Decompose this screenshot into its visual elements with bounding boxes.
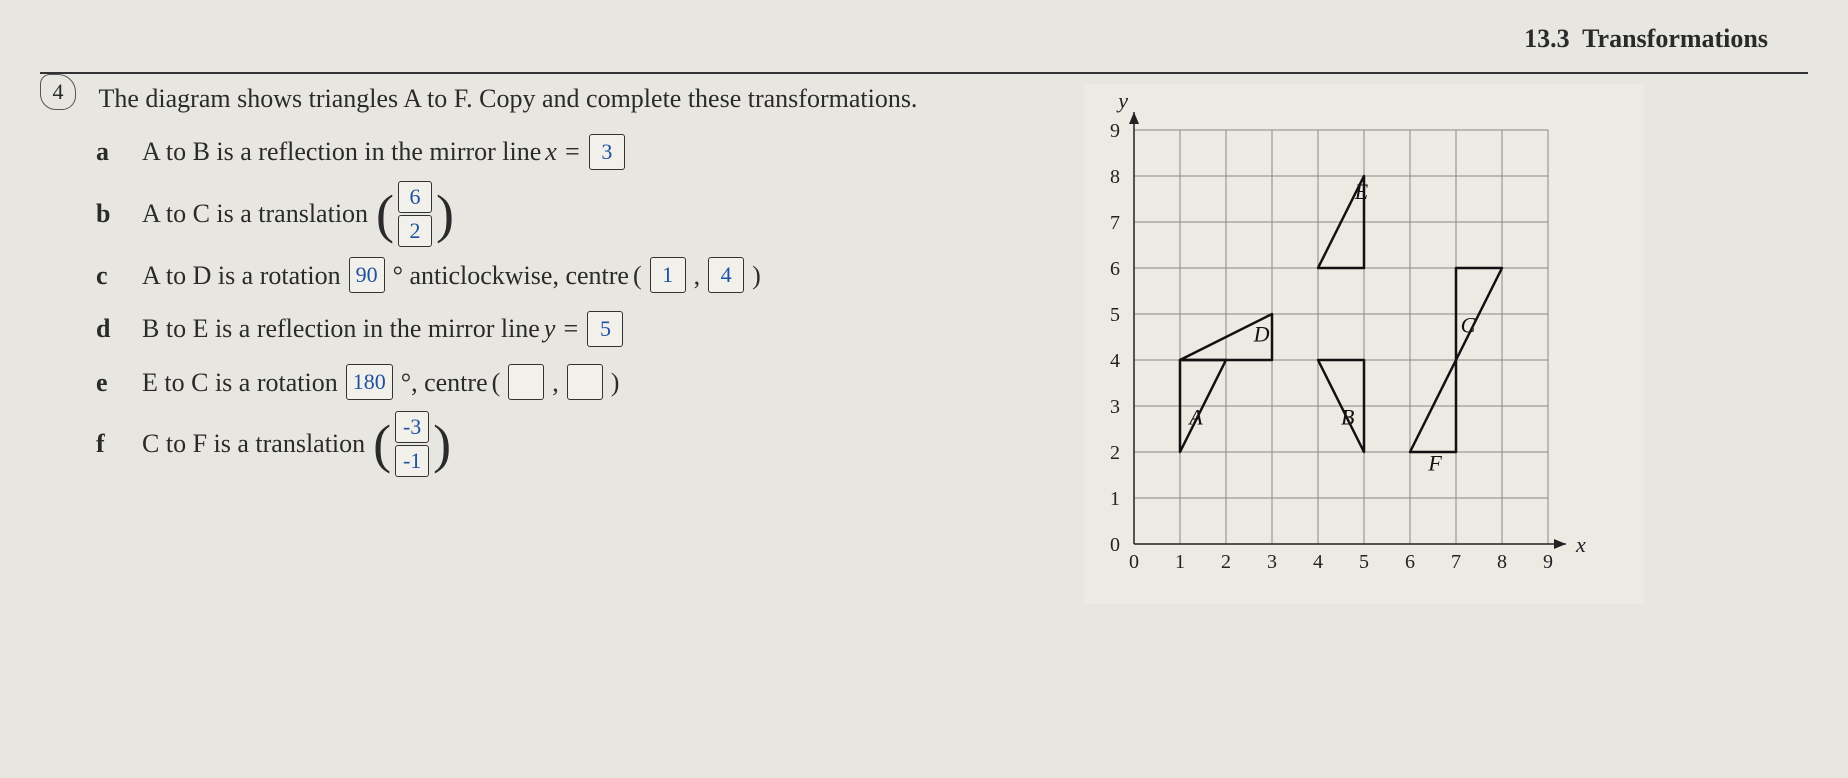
centre-y[interactable] [567, 364, 603, 400]
section-title: Transformations [1582, 24, 1768, 53]
diagram: 01234567890123456789xyABDECF [1084, 74, 1808, 609]
svg-text:4: 4 [1313, 551, 1323, 573]
svg-text:0: 0 [1110, 534, 1120, 556]
centre-x[interactable]: 1 [650, 257, 686, 293]
part-a: a A to B is a reflection in the mirror l… [96, 127, 1054, 176]
svg-text:1: 1 [1110, 488, 1120, 510]
vector-top[interactable]: -3 [395, 411, 429, 443]
part-label: e [96, 358, 142, 407]
part-b: b A to C is a translation ( 6 2 ) [96, 181, 1054, 247]
parts-list: a A to B is a reflection in the mirror l… [96, 127, 1054, 477]
svg-text:2: 2 [1110, 442, 1120, 464]
part-label: b [96, 189, 142, 238]
vector-bottom[interactable]: -1 [395, 445, 429, 477]
part-d: d B to E is a reflection in the mirror l… [96, 304, 1054, 353]
part-c: c A to D is a rotation 90 ° anticlockwis… [96, 251, 1054, 300]
svg-text:4: 4 [1110, 350, 1120, 372]
question-text: 4 The diagram shows triangles A to F. Co… [40, 74, 1054, 609]
part-text: ° anticlockwise, centre [393, 251, 629, 300]
answer-box[interactable]: 3 [589, 134, 625, 170]
svg-text:7: 7 [1110, 212, 1120, 234]
svg-text:2: 2 [1221, 551, 1231, 573]
vector-bottom[interactable]: 2 [398, 215, 432, 247]
part-label: d [96, 304, 142, 353]
part-label: c [96, 251, 142, 300]
svg-text:1: 1 [1175, 551, 1185, 573]
part-text: °, centre [401, 358, 488, 407]
centre-y[interactable]: 4 [708, 257, 744, 293]
variable: y = [544, 304, 580, 353]
svg-text:y: y [1116, 88, 1128, 113]
answer-box[interactable]: 5 [587, 311, 623, 347]
variable: x = [545, 127, 581, 176]
svg-text:6: 6 [1405, 551, 1415, 573]
part-e: e E to C is a rotation 180 °, centre ( ,… [96, 358, 1054, 407]
answer-box[interactable]: 90 [349, 257, 385, 293]
vector: ( -3 -1 ) [373, 411, 451, 477]
svg-text:3: 3 [1110, 396, 1120, 418]
svg-text:5: 5 [1359, 551, 1369, 573]
question-intro: The diagram shows triangles A to F. Copy… [99, 74, 918, 123]
svg-text:5: 5 [1110, 304, 1120, 326]
part-text: C to F is a translation [142, 419, 365, 468]
part-f: f C to F is a translation ( -3 -1 ) [96, 411, 1054, 477]
svg-text:8: 8 [1110, 166, 1120, 188]
svg-text:D: D [1252, 322, 1269, 347]
part-text: A to D is a rotation [142, 251, 341, 300]
question-number: 4 [40, 74, 76, 110]
part-text: A to C is a translation [142, 189, 368, 238]
part-label: f [96, 419, 142, 468]
part-text: B to E is a reflection in the mirror lin… [142, 304, 540, 353]
svg-text:0: 0 [1129, 551, 1139, 573]
content: 4 The diagram shows triangles A to F. Co… [40, 74, 1808, 609]
section-number: 13.3 [1524, 24, 1570, 53]
coordinate-grid: 01234567890123456789xyABDECF [1084, 84, 1644, 604]
part-label: a [96, 127, 142, 176]
section-header: 13.3 Transformations [40, 20, 1808, 64]
svg-text:8: 8 [1497, 551, 1507, 573]
svg-text:x: x [1575, 532, 1586, 557]
svg-text:9: 9 [1110, 120, 1120, 142]
svg-text:C: C [1460, 312, 1475, 337]
vector-top[interactable]: 6 [398, 181, 432, 213]
part-text: A to B is a reflection in the mirror lin… [142, 127, 541, 176]
part-text: E to C is a rotation [142, 358, 338, 407]
svg-text:3: 3 [1267, 551, 1277, 573]
svg-text:F: F [1427, 450, 1442, 475]
svg-text:A: A [1187, 404, 1203, 429]
svg-text:6: 6 [1110, 258, 1120, 280]
svg-text:9: 9 [1543, 551, 1553, 573]
svg-text:7: 7 [1451, 551, 1461, 573]
svg-text:B: B [1341, 404, 1354, 429]
centre-x[interactable] [508, 364, 544, 400]
vector: ( 6 2 ) [376, 181, 454, 247]
answer-box[interactable]: 180 [346, 364, 393, 400]
svg-text:E: E [1354, 179, 1369, 204]
